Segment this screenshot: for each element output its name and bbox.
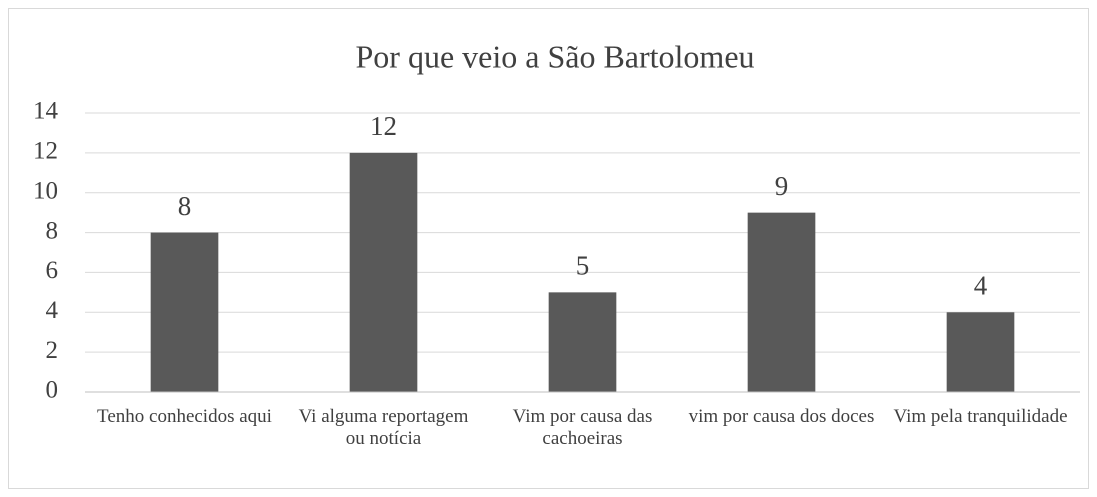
x-tick-label: vim por causa dos doces xyxy=(688,406,875,427)
x-tick-label: Vim pela tranquilidade xyxy=(893,406,1068,427)
x-tick-label: Vi alguma reportagem ou notícia xyxy=(298,406,469,449)
y-tick-label: 12 xyxy=(33,138,58,165)
bar xyxy=(747,212,816,392)
data-label: 8 xyxy=(178,191,192,221)
x-tick-label: Tenho conhecidos aqui xyxy=(97,406,272,427)
y-tick-label: 10 xyxy=(33,177,58,204)
y-tick-label: 6 xyxy=(46,257,59,284)
y-tick-label: 0 xyxy=(46,377,59,404)
y-tick-label: 4 xyxy=(46,297,59,324)
bar xyxy=(349,152,418,392)
bar xyxy=(946,312,1015,392)
data-label: 12 xyxy=(370,111,397,141)
x-tick-label: Vim por causa das cachoeiras xyxy=(512,406,653,449)
bar xyxy=(150,232,219,392)
y-tick-label: 2 xyxy=(46,337,59,364)
data-label: 5 xyxy=(576,251,590,281)
y-tick-label: 14 xyxy=(33,98,59,125)
chart-title: Por que veio a São Bartolomeu xyxy=(355,38,754,74)
bar xyxy=(548,292,617,392)
data-label: 4 xyxy=(974,270,988,300)
data-label: 9 xyxy=(775,171,789,201)
y-tick-label: 8 xyxy=(46,217,59,244)
